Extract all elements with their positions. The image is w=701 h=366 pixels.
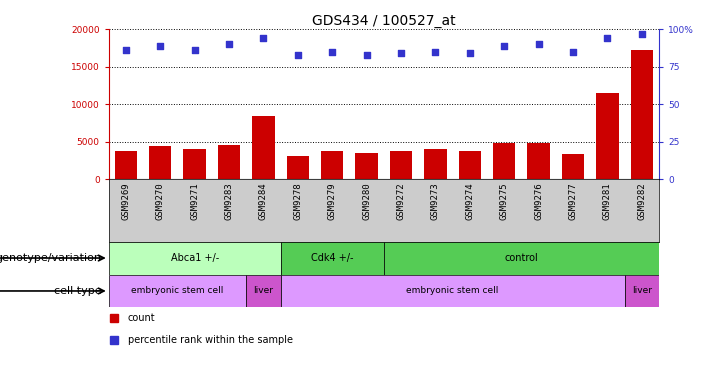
Text: embryonic stem cell: embryonic stem cell <box>407 287 499 295</box>
Point <box>258 36 269 41</box>
Text: count: count <box>128 313 156 324</box>
Point <box>361 52 372 58</box>
Point <box>395 51 407 56</box>
Point <box>567 49 578 55</box>
Text: control: control <box>505 253 538 263</box>
Text: GSM9280: GSM9280 <box>362 183 371 220</box>
Text: embryonic stem cell: embryonic stem cell <box>131 287 224 295</box>
Point <box>224 41 235 47</box>
Text: GSM9283: GSM9283 <box>224 183 233 220</box>
Text: GSM9269: GSM9269 <box>121 183 130 220</box>
Bar <box>493 143 515 179</box>
Text: Cdk4 +/-: Cdk4 +/- <box>311 253 353 263</box>
Text: GSM9273: GSM9273 <box>431 183 440 220</box>
Bar <box>115 151 137 179</box>
Point <box>189 47 200 53</box>
Bar <box>109 242 280 274</box>
Text: GSM9284: GSM9284 <box>259 183 268 220</box>
Bar <box>246 274 280 307</box>
Bar <box>384 242 659 274</box>
Text: cell type: cell type <box>54 286 102 296</box>
Bar <box>184 149 206 179</box>
Point <box>155 43 166 49</box>
Text: GSM9279: GSM9279 <box>327 183 336 220</box>
Text: percentile rank within the sample: percentile rank within the sample <box>128 335 293 346</box>
Text: GSM9274: GSM9274 <box>465 183 475 220</box>
Bar <box>562 154 584 179</box>
Text: GSM9282: GSM9282 <box>637 183 646 220</box>
Bar <box>280 242 384 274</box>
Bar <box>280 274 625 307</box>
Point <box>636 31 647 37</box>
Text: GSM9270: GSM9270 <box>156 183 165 220</box>
Text: GSM9277: GSM9277 <box>569 183 578 220</box>
Text: liver: liver <box>254 287 273 295</box>
Text: GSM9281: GSM9281 <box>603 183 612 220</box>
Bar <box>287 156 309 179</box>
Bar <box>596 93 618 179</box>
Point <box>464 51 475 56</box>
Point <box>533 41 544 47</box>
Text: liver: liver <box>632 287 652 295</box>
Text: Abca1 +/-: Abca1 +/- <box>170 253 219 263</box>
Text: GSM9276: GSM9276 <box>534 183 543 220</box>
Text: GSM9271: GSM9271 <box>190 183 199 220</box>
Point <box>601 36 613 41</box>
Bar <box>527 143 550 179</box>
Bar <box>355 153 378 179</box>
Bar <box>252 116 275 179</box>
Bar <box>424 149 447 179</box>
Bar <box>390 151 412 179</box>
Text: GSM9278: GSM9278 <box>293 183 302 220</box>
Point <box>292 52 304 58</box>
Bar <box>321 151 343 179</box>
Bar <box>625 274 659 307</box>
Bar <box>109 274 246 307</box>
Bar <box>631 49 653 179</box>
Text: GSM9275: GSM9275 <box>500 183 509 220</box>
Bar <box>458 151 481 179</box>
Point <box>327 49 338 55</box>
Text: GSM9272: GSM9272 <box>397 183 405 220</box>
Bar <box>149 146 172 179</box>
Point <box>498 43 510 49</box>
Point <box>430 49 441 55</box>
Title: GDS434 / 100527_at: GDS434 / 100527_at <box>312 14 456 28</box>
Text: genotype/variation: genotype/variation <box>0 253 102 263</box>
Bar <box>218 145 240 179</box>
Point <box>121 47 132 53</box>
